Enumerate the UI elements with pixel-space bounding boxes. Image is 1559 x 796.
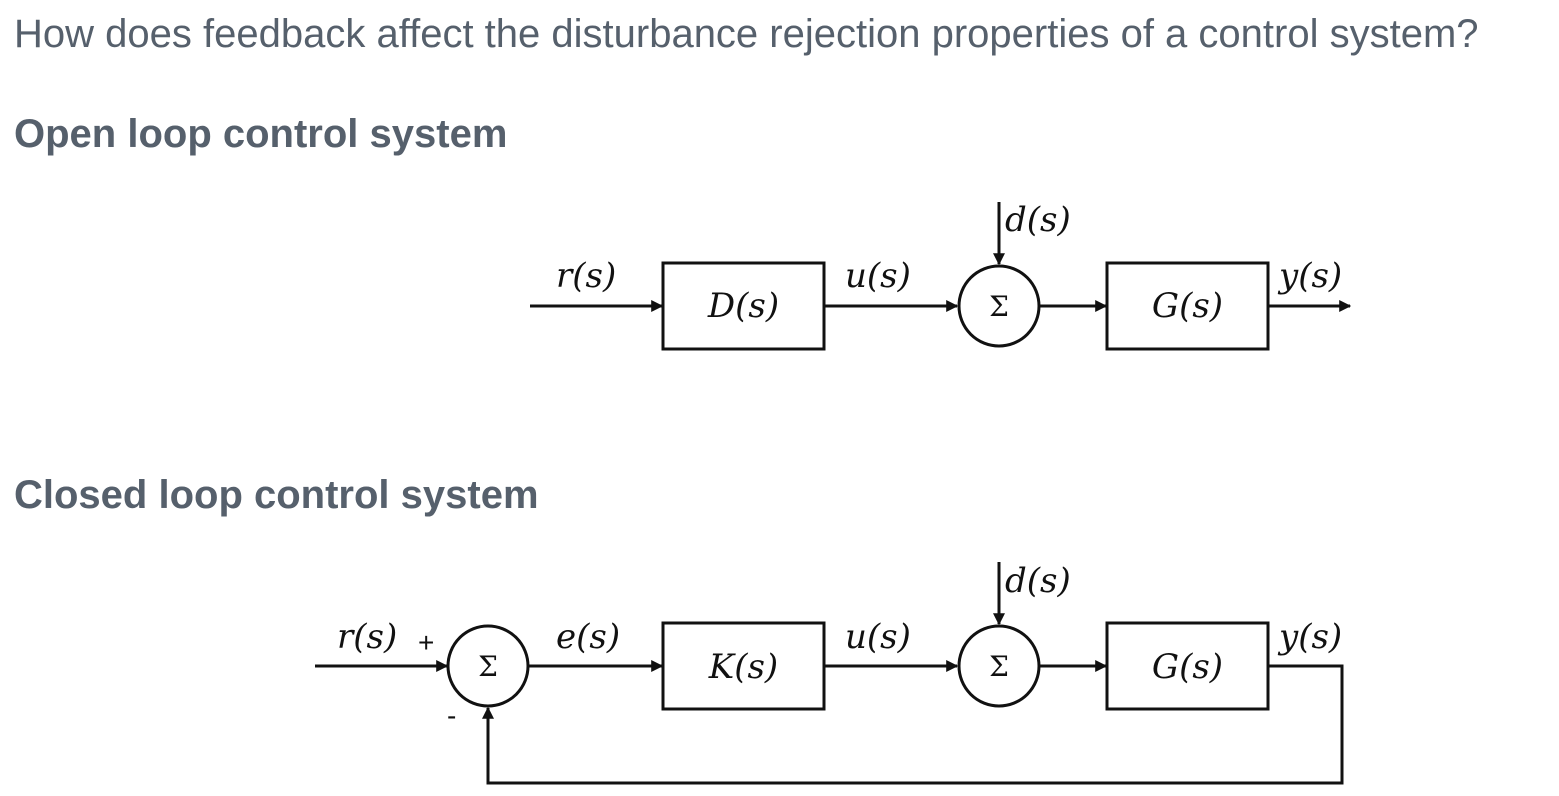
closed-disturbance-summing-symbol: Σ xyxy=(989,650,1009,683)
open-loop-title: Open loop control system xyxy=(14,112,508,156)
open-input-label: r(s) xyxy=(556,256,616,296)
closed-input-label: r(s) xyxy=(337,617,397,657)
closed-plant-label: G(s) xyxy=(1152,647,1223,687)
open-plant-block xyxy=(1105,261,1270,351)
open-disturbance-label: d(s) xyxy=(1005,200,1071,240)
closed-error-label: e(s) xyxy=(556,617,620,657)
closed-error-summing-symbol: Σ xyxy=(478,650,498,683)
open-control-signal-label: u(s) xyxy=(845,256,911,296)
closed-loop-title: Closed loop control system xyxy=(14,473,539,517)
closed-output-label: y(s) xyxy=(1277,617,1342,657)
open-output-label: y(s) xyxy=(1277,256,1342,296)
open-loop-diagram: r(s) D(s) u(s) d(s) Σ G(s) y(s) xyxy=(530,200,1352,351)
closed-plus-sign: + xyxy=(418,627,434,658)
closed-minus-sign: - xyxy=(447,700,456,731)
closed-controller-block xyxy=(661,621,826,711)
closed-plant-block xyxy=(1105,621,1270,711)
closed-controller-label: K(s) xyxy=(708,647,778,687)
open-controller-label: D(s) xyxy=(707,286,779,326)
closed-feedback-path xyxy=(482,664,1344,785)
closed-disturbance-label: d(s) xyxy=(1005,561,1071,601)
closed-control-signal-label: u(s) xyxy=(845,617,911,657)
closed-loop-diagram: r(s) + - Σ e(s) K(s) u(s) d(s) Σ G(s) y(… xyxy=(315,561,1344,785)
open-plant-label: G(s) xyxy=(1152,286,1223,326)
question-heading: How does feedback affect the disturbance… xyxy=(14,12,1479,56)
open-summing-symbol: Σ xyxy=(989,290,1009,323)
